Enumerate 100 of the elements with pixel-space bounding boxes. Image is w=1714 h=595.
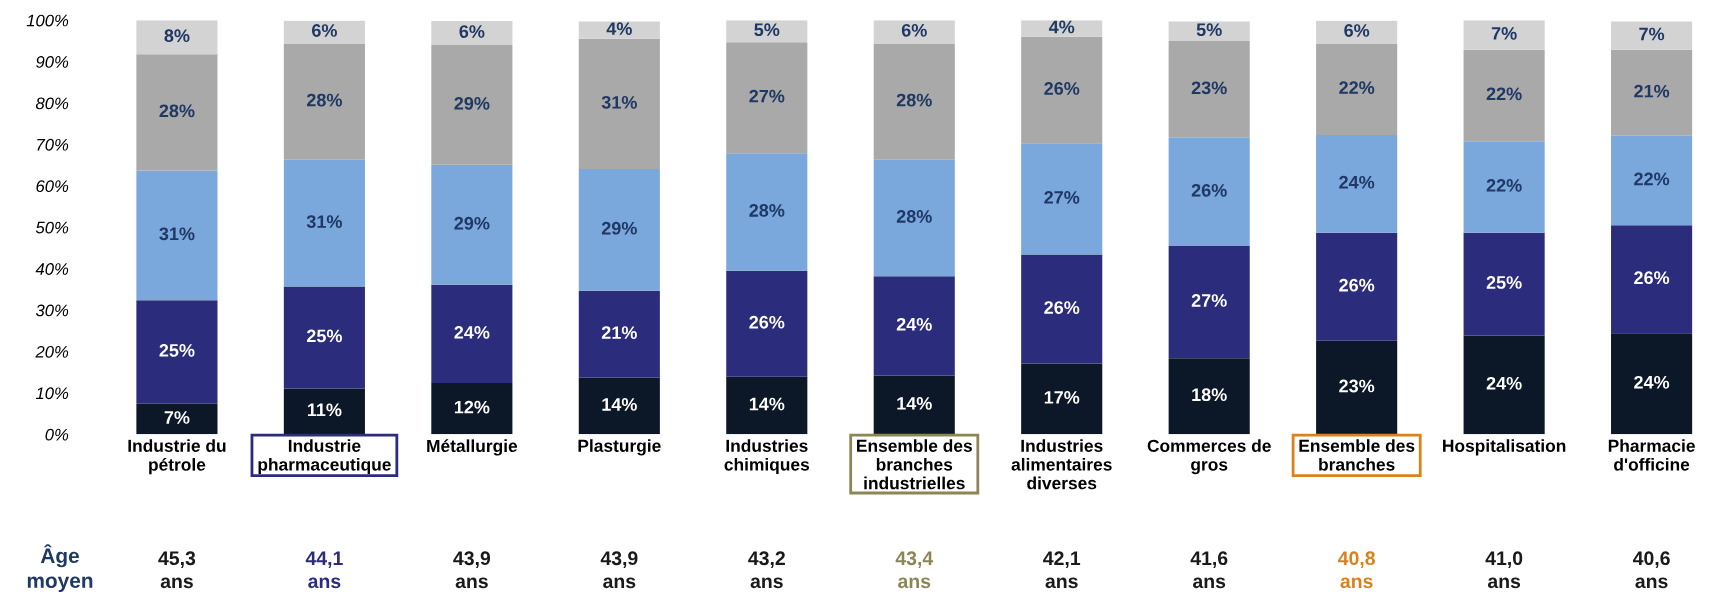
data-label: 8%	[164, 29, 190, 43]
y-tick-label: 0%	[45, 428, 69, 441]
text: 43,9 ans	[453, 551, 491, 589]
x-tick-label: Industrie pharmaceutique	[258, 439, 391, 475]
bar	[726, 42, 808, 154]
data-label: 27%	[749, 89, 785, 103]
bar	[431, 284, 513, 383]
data-label: 11%	[307, 403, 342, 417]
bar	[283, 286, 365, 389]
y-tick-label: 40%	[35, 263, 69, 275]
data-label: 7%	[164, 411, 190, 424]
data-label: 14%	[602, 398, 637, 411]
x-tick-label: Industries chimiques	[724, 439, 810, 475]
data-label: 27%	[1044, 190, 1080, 204]
x-tick-label: Industrie du pétrole	[128, 439, 226, 475]
data-label: 24%	[454, 325, 490, 339]
data-label: 25%	[159, 344, 195, 357]
text: 43,4 ans	[895, 551, 934, 589]
y-tick-label: 50%	[35, 221, 69, 234]
y-tick-label: 60%	[36, 180, 69, 193]
y-tick-label: 30%	[35, 304, 69, 317]
bar	[136, 300, 218, 404]
bar	[726, 270, 808, 377]
x-tick-label: Ensemble des branches industrielles	[857, 439, 972, 490]
data-label: 18%	[1192, 388, 1227, 402]
data-label: 4%	[606, 22, 632, 35]
bar	[136, 170, 218, 301]
data-label: 5%	[754, 23, 780, 37]
bar	[1463, 49, 1545, 142]
bar	[578, 290, 660, 378]
bar	[726, 153, 808, 271]
data-label: 26%	[1339, 278, 1375, 292]
data-label: 23%	[1339, 379, 1375, 393]
y-tick-label: 100%	[26, 14, 69, 27]
text: 40,8 ans	[1338, 551, 1375, 589]
bar	[578, 38, 660, 169]
bar	[1316, 134, 1398, 233]
bar	[431, 383, 513, 435]
bar	[873, 159, 955, 277]
x-tick-label: Hospitalisation	[1443, 439, 1566, 456]
bar	[1611, 135, 1693, 226]
bar	[1463, 232, 1545, 336]
text: 43,9 ans	[600, 551, 638, 589]
x-tick-label: Plasturgie	[578, 439, 661, 456]
data-label: 25%	[1486, 276, 1522, 289]
data-label: 12%	[454, 400, 490, 414]
bar	[1611, 49, 1693, 136]
bar	[1168, 358, 1250, 435]
data-label: 6%	[901, 23, 927, 37]
data-label: 22%	[1486, 178, 1522, 192]
data-label: 26%	[749, 315, 785, 329]
data-label: 31%	[601, 95, 637, 109]
bar	[578, 168, 660, 291]
data-label: 29%	[454, 96, 490, 110]
bar	[1611, 225, 1693, 334]
data-label: 28%	[896, 93, 932, 107]
bar	[283, 43, 365, 160]
data-label: 4%	[1048, 20, 1075, 34]
bar	[136, 403, 218, 435]
bar	[1611, 333, 1693, 435]
data-label: 28%	[749, 204, 785, 217]
data-label: 6%	[1344, 24, 1370, 37]
data-label: 24%	[1634, 375, 1670, 389]
data-label: 26%	[1634, 271, 1670, 285]
data-label: 6%	[312, 24, 337, 37]
bar	[136, 54, 218, 171]
y-tick-label: 80%	[35, 97, 69, 110]
bar	[431, 45, 513, 165]
data-label: 26%	[1044, 82, 1080, 95]
bar	[283, 159, 365, 287]
data-label: 23%	[1191, 81, 1227, 95]
y-tick-label: 10%	[35, 387, 69, 400]
text: 43,2 ans	[748, 551, 785, 589]
bar	[1316, 43, 1398, 135]
bar	[1021, 36, 1103, 144]
data-label: 26%	[1191, 183, 1227, 197]
data-label: 28%	[159, 104, 195, 118]
data-label: 14%	[749, 397, 785, 411]
data-label: 27%	[1191, 294, 1227, 307]
text: 45,3 ans	[158, 551, 196, 589]
bar	[431, 164, 513, 285]
bar	[1168, 245, 1250, 359]
bar	[873, 276, 955, 376]
bar	[136, 20, 218, 55]
data-label: 22%	[1339, 81, 1375, 94]
y-tick-label: 90%	[36, 56, 69, 68]
data-label: 25%	[306, 329, 342, 343]
x-tick-label: Ensemble des branches	[1299, 439, 1415, 471]
data-label: 17%	[1044, 391, 1080, 404]
bar	[1021, 143, 1103, 255]
data-label: 14%	[897, 397, 932, 410]
data-label: 5%	[1196, 23, 1222, 37]
text: 41,6 ans	[1190, 551, 1228, 589]
bar	[1021, 254, 1103, 364]
data-label: 24%	[1486, 376, 1522, 390]
data-label: 21%	[601, 326, 637, 339]
data-label: 7%	[1639, 27, 1665, 41]
bar	[1021, 363, 1103, 435]
text: 42,1 ans	[1043, 551, 1081, 589]
data-label: 31%	[306, 215, 342, 229]
